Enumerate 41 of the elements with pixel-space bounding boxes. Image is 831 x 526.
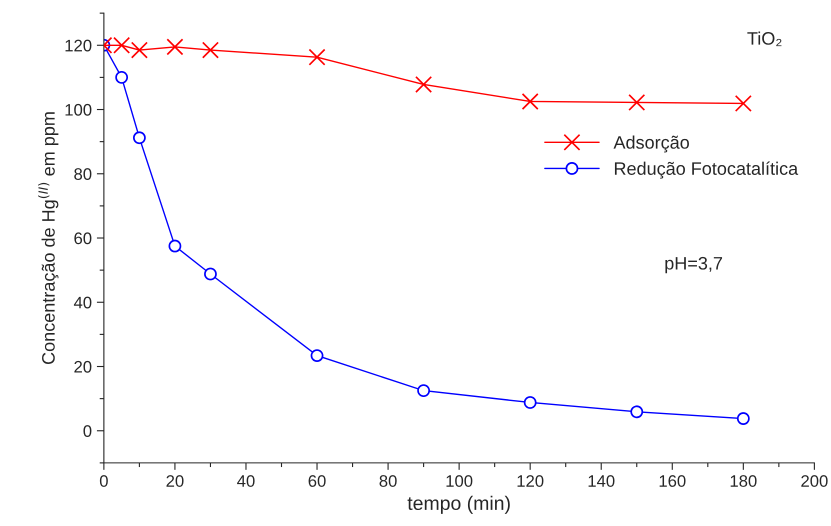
point bbox=[166, 38, 184, 56]
point bbox=[415, 76, 432, 93]
point bbox=[522, 93, 539, 110]
point bbox=[310, 349, 324, 362]
point bbox=[115, 71, 128, 84]
y-tick-label: 60 bbox=[74, 232, 92, 244]
point bbox=[133, 131, 146, 144]
x-tick-label: 160 bbox=[660, 475, 686, 487]
y-tick-label: 40 bbox=[74, 296, 92, 308]
y-tick-label: 100 bbox=[66, 104, 92, 116]
x-tick-label: 120 bbox=[518, 475, 544, 487]
x-tick-label: 140 bbox=[588, 475, 614, 487]
point bbox=[630, 405, 644, 418]
annotation: pH=3,7 bbox=[665, 256, 722, 274]
point bbox=[417, 384, 430, 397]
y-tick-label: 0 bbox=[83, 425, 92, 437]
x-axis-title: tempo (min) bbox=[408, 496, 510, 514]
y-axis-title: Concentração de Hg$^{(II)}$ em ppm bbox=[38, 112, 58, 364]
y-tick-label: 80 bbox=[74, 168, 92, 180]
x-tick-label: 100 bbox=[446, 475, 472, 487]
point bbox=[524, 396, 537, 409]
y-tick-label: 120 bbox=[66, 40, 92, 52]
x-tick-label: 40 bbox=[237, 475, 255, 487]
x-tick-label: 20 bbox=[166, 475, 184, 487]
y-tick-label: 20 bbox=[74, 360, 92, 373]
annotation: TiO₂ bbox=[747, 32, 782, 46]
point bbox=[736, 412, 750, 425]
point bbox=[204, 268, 217, 280]
point bbox=[628, 94, 646, 111]
x-tick-label: 80 bbox=[380, 475, 397, 487]
point bbox=[168, 240, 182, 252]
point bbox=[734, 94, 752, 112]
x-tick-label: 60 bbox=[308, 475, 326, 487]
x-tick-label: 200 bbox=[801, 475, 828, 487]
legend-label: Redução Fotocatalítica bbox=[614, 161, 798, 179]
point bbox=[308, 48, 326, 66]
legend-label: Adsorção bbox=[614, 136, 689, 152]
point bbox=[130, 42, 148, 59]
x-tick-label: 180 bbox=[730, 475, 757, 487]
point bbox=[202, 42, 219, 59]
x-tick-label: 0 bbox=[100, 475, 108, 487]
